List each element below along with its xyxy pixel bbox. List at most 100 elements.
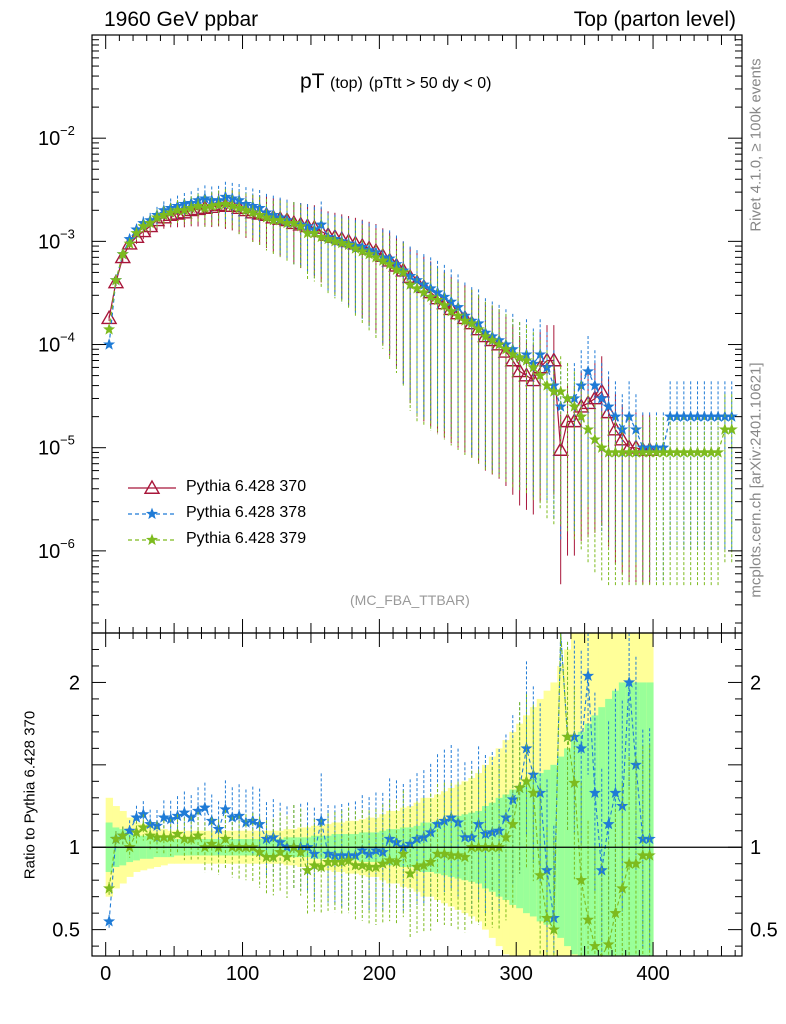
header-left: 1960 GeV ppbar <box>104 8 259 31</box>
ratio-point-379 <box>137 821 150 833</box>
series-line-0 <box>108 204 650 451</box>
data-point-379 <box>424 290 437 303</box>
data-point-379 <box>390 263 403 276</box>
x-tick-label: 200 <box>363 963 396 985</box>
ratio-point-379 <box>499 830 513 843</box>
data-point-379 <box>493 338 506 350</box>
ratio-point-379 <box>103 882 116 894</box>
data-point-379 <box>554 385 567 397</box>
data-point-379 <box>103 323 116 335</box>
ratio-point-379 <box>397 847 410 860</box>
legend-marks <box>128 479 176 546</box>
ratio-point-379 <box>308 859 321 871</box>
ratio-point-379 <box>116 829 129 841</box>
x-tick-label: 100 <box>226 963 259 985</box>
data-point-379 <box>513 351 526 363</box>
ratio-band-green <box>591 715 599 956</box>
ratio-y-tick-label: 1 <box>69 837 80 859</box>
ratio-point-379 <box>513 781 526 794</box>
data-point-379 <box>581 423 595 435</box>
y-tick-label: 10 <box>38 438 60 460</box>
ratio-point-378 <box>198 801 211 813</box>
ratio-point-379 <box>540 911 554 924</box>
ratio-point-379 <box>643 849 656 861</box>
ratio-point-379 <box>629 857 643 869</box>
ratio-point-379 <box>588 939 601 952</box>
ratio-point-379 <box>356 859 369 871</box>
axes-layer: 10−210−310−410−510 −60.5 0.51 12 20 100 200 300… <box>38 34 778 985</box>
data-point-379 <box>540 379 554 391</box>
data-point-378 <box>581 364 595 377</box>
ratio-point-379 <box>609 906 622 919</box>
data-point-379 <box>465 317 478 329</box>
ratio-point-379 <box>547 923 560 935</box>
ratio-point-379 <box>568 776 581 789</box>
data-point-379 <box>109 273 123 286</box>
ratio-point-379 <box>280 850 294 863</box>
data-point-378 <box>595 392 608 404</box>
data-point-379 <box>164 206 177 218</box>
y-tick-label: 10 <box>38 541 60 563</box>
legend-label-370: Pythia 6.428 370 <box>186 478 307 495</box>
data-point-379 <box>315 230 328 243</box>
data-point-379 <box>342 238 355 251</box>
data-point-379 <box>191 199 205 212</box>
data-point-379 <box>130 226 143 239</box>
ratio-point-379 <box>520 774 533 787</box>
x-tick-label: 300 <box>500 963 533 985</box>
data-point-379 <box>274 213 287 226</box>
ratio-point-379 <box>253 845 266 858</box>
legend-label-379: Pythia 6.428 379 <box>186 530 307 547</box>
ratio-point-378 <box>157 811 170 823</box>
data-point-379 <box>397 266 410 278</box>
ratio-point-378 <box>581 669 595 682</box>
ratio-band-green <box>612 690 620 956</box>
data-point-379 <box>431 293 444 306</box>
ratio-y-tick-label: 0.5 <box>52 920 80 942</box>
data-point-379 <box>445 304 458 317</box>
data-point-379 <box>479 330 492 342</box>
ratio-point-379 <box>342 854 355 866</box>
data-point-379 <box>369 250 383 263</box>
x-tick-label: 0 <box>100 963 111 985</box>
ratio-point-378 <box>130 811 143 823</box>
data-point-379 <box>363 247 376 260</box>
legend-label-378: Pythia 6.428 378 <box>186 504 307 521</box>
data-point-379 <box>595 441 608 453</box>
data-point-379 <box>499 342 513 355</box>
data-point-379 <box>458 314 471 326</box>
y-tick-label-exponent: −3 <box>60 226 75 241</box>
ratio-point-379 <box>581 913 595 925</box>
y-tick-label: 10 <box>38 335 60 357</box>
ratio-point-378 <box>103 915 116 927</box>
data-point-379 <box>150 211 164 223</box>
data-point-379 <box>157 208 170 221</box>
series-line-2 <box>108 203 732 453</box>
data-point-370 <box>107 274 125 289</box>
ratio-point-379 <box>616 882 629 894</box>
data-point-379 <box>520 354 533 366</box>
data-point-379 <box>246 206 259 218</box>
plot-title: pT (top) (pTtt > 50 dy < 0) <box>300 70 491 94</box>
data-point-378 <box>103 338 116 350</box>
y-tick-label-exponent: −5 <box>60 433 75 448</box>
ratio-point-379 <box>164 830 177 843</box>
ratio-point-379 <box>144 829 157 841</box>
ratio-point-379 <box>383 854 396 866</box>
ratio-point-379 <box>506 817 519 830</box>
title-paren: (top) <box>329 75 363 92</box>
ratio-point-379 <box>390 855 403 868</box>
data-point-379 <box>226 199 239 212</box>
ratio-point-379 <box>561 730 574 743</box>
ratio-point-379 <box>369 860 383 873</box>
data-point-379 <box>534 369 547 381</box>
ratio-point-378 <box>623 676 636 688</box>
title-main: pT <box>300 70 325 93</box>
data-point-379 <box>287 216 300 229</box>
ratio-point-379 <box>438 847 451 860</box>
data-point-378 <box>588 379 601 391</box>
ratio-point-379 <box>185 832 198 845</box>
ratio-y-tick-label-right: 0.5 <box>750 920 778 942</box>
ratio-point-379 <box>575 873 588 886</box>
ratio-point-379 <box>534 868 547 881</box>
